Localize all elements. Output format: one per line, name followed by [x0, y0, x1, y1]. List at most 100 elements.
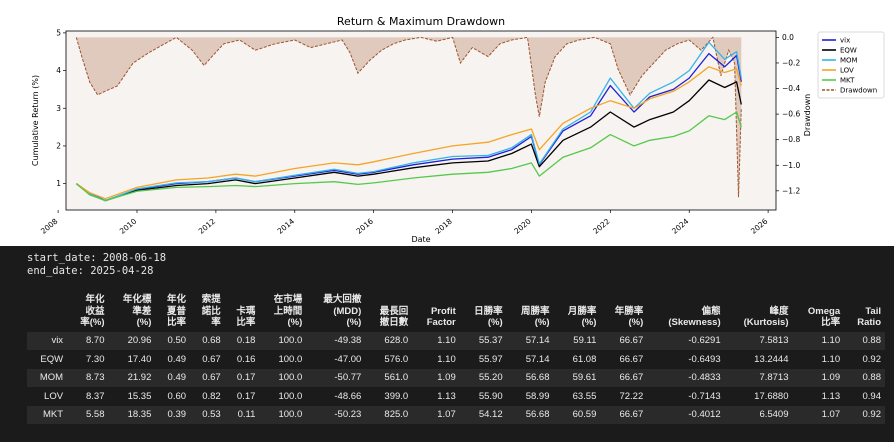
x-tick-label: 2014: [276, 216, 297, 235]
table-cell: 58.99: [525, 390, 550, 402]
table-body: vix 8.70 20.96 0.50 0.68 0.18 100.0 -49.38 628.0…: [27, 331, 885, 424]
table-cell: 1.10: [437, 353, 456, 365]
performance-stats-table: 年化 收益 率(%) 年化標 準差 (%) 年化 夏普 比率 索提 諾比率卡瑪 比率 在市場 上時間 (%)…: [27, 294, 885, 424]
table-cell: -0.7143: [688, 390, 721, 402]
x-tick-label: 2016: [355, 216, 376, 235]
drawdown-line: [75, 36, 742, 198]
table-row: vix 8.70 20.96 0.50 0.68 0.18 100.0 -49.38 628.0…: [27, 331, 885, 350]
column-header: 年化 夏普 比率: [167, 294, 187, 328]
table-cell: 100.0: [278, 409, 303, 421]
table-cell: 0.92: [862, 353, 882, 365]
column-header: Tail Ratio: [857, 305, 881, 329]
table-row: MOM 8.73 21.92 0.49 0.67 0.17 100.0 -50.77 561.0…: [27, 368, 885, 387]
column-header: 最大回撤 (MDD) (%): [323, 294, 362, 328]
table-cell: 0.16: [236, 353, 256, 365]
column-header: [27, 294, 67, 332]
table-cell: 0.88: [862, 335, 882, 347]
y-tick-label: 1: [56, 179, 61, 188]
legend-label: MOM: [840, 57, 858, 65]
table-cell: 561.0: [384, 372, 409, 384]
row-label: LOV: [44, 390, 64, 402]
y2-tick-label: 0.0: [782, 33, 794, 42]
table-cell: -50.77: [334, 372, 362, 384]
table-cell: 21.92: [127, 372, 152, 384]
row-label: vix: [51, 335, 64, 347]
table-cell: 0.94: [862, 390, 882, 402]
x-tick-label: 2010: [118, 216, 139, 235]
table-cell: -0.4833: [688, 372, 721, 384]
column-header: 周勝率 (%): [520, 305, 550, 329]
table-cell: -0.4012: [688, 409, 721, 421]
table-cell: 7.5813: [759, 335, 789, 347]
legend-label: Drawdown: [840, 87, 877, 95]
table-cell: 57.14: [525, 353, 550, 365]
table-cell: 0.50: [167, 335, 187, 347]
table-cell: 1.07: [437, 409, 456, 421]
table-cell: 60.59: [572, 409, 597, 421]
table-cell: 6.5409: [759, 409, 789, 421]
table-cell: 17.6880: [754, 390, 789, 402]
table-cell: 0.82: [202, 390, 221, 402]
table-cell: 54.12: [478, 409, 503, 421]
x-tick-label: 2008: [39, 216, 60, 235]
column-header: 在市場 上時間 (%): [273, 294, 303, 328]
column-header: 索提 諾比率: [201, 294, 221, 328]
column-header: 年化標 準差 (%): [122, 294, 152, 328]
legend-label: EQW: [840, 47, 857, 55]
series-line-lov: [75, 66, 742, 200]
table-cell: 0.49: [167, 372, 187, 384]
table-cell: 72.22: [619, 390, 644, 402]
x-tick-label: 2020: [512, 216, 533, 235]
y2-tick-label: −0.6: [782, 110, 800, 119]
legend-box: [817, 31, 885, 99]
table-row: MKT 5.58 18.35 0.39 0.53 0.11 100.0 -50.23 825.0…: [27, 405, 885, 424]
column-header: 年化 收益 率(%): [80, 294, 105, 328]
return-drawdown-chart: Return & Maximum Drawdown 2008 2010 2012 201…: [31, 15, 885, 244]
table-cell: -49.38: [334, 335, 362, 347]
column-header: 月勝率 (%): [567, 305, 597, 329]
table-cell: 7.8713: [759, 372, 789, 384]
plot-frame: [65, 30, 777, 211]
table-cell: 59.61: [572, 372, 597, 384]
table-cell: 59.11: [573, 335, 597, 347]
table-cell: 100.0: [278, 372, 303, 384]
table-cell: 66.67: [619, 409, 644, 421]
y2-axis-label: Drawdown: [803, 94, 812, 136]
table-cell: 66.67: [619, 372, 644, 384]
series-line-mkt: [75, 111, 742, 202]
table-cell: 0.53: [202, 409, 221, 421]
row-label: MOM: [39, 372, 64, 384]
date-range: start_date: 2008-06-18 end_date: 2025-04…: [27, 252, 166, 278]
table-cell: -0.6493: [688, 353, 721, 365]
table-cell: 66.67: [619, 353, 644, 365]
table-cell: 0.18: [236, 335, 256, 347]
column-header: 峰度 (Kurtosis): [743, 305, 789, 329]
table-row: EQW 7.30 17.40 0.49 0.67 0.16 100.0 -47.00 576.0…: [27, 350, 885, 369]
y-tick-label: 2: [56, 141, 61, 150]
column-header: 卡瑪 比率: [236, 305, 256, 329]
table-cell: 17.40: [127, 353, 152, 365]
chart-panel: Return & Maximum Drawdown 2008 2010 2012 201…: [31, 15, 885, 244]
table-cell: 55.20: [478, 372, 503, 384]
row-label: EQW: [40, 353, 64, 365]
row-label: MKT: [43, 409, 64, 421]
table-cell: 20.96: [127, 335, 152, 347]
table-cell: 100.0: [278, 390, 303, 402]
table-cell: 63.55: [572, 390, 597, 402]
table-cell: 628.0: [384, 335, 409, 347]
notebook-output: start_date: 2008-06-18 end_date: 2025-04…: [0, 246, 894, 442]
table-cell: 0.60: [167, 390, 187, 402]
table-cell: 0.92: [862, 409, 882, 421]
table-cell: 100.0: [278, 353, 303, 365]
table-cell: -48.66: [334, 390, 362, 402]
table-cell: -50.23: [334, 409, 362, 421]
table-cell: 0.67: [202, 372, 221, 384]
table-cell: 1.10: [821, 353, 841, 365]
table-header-row: 年化 收益 率(%) 年化標 準差 (%) 年化 夏普 比率 索提 諾比率卡瑪 比率 在市場 上時間 (%)…: [27, 294, 885, 332]
table-cell: 0.88: [862, 372, 882, 384]
end-date-line: end_date: 2025-04-28: [27, 265, 154, 277]
legend-label: MKT: [840, 77, 855, 85]
x-tick-label: 2018: [433, 216, 454, 235]
x-tick-label: 2026: [749, 216, 770, 235]
table-cell: 56.68: [525, 372, 550, 384]
